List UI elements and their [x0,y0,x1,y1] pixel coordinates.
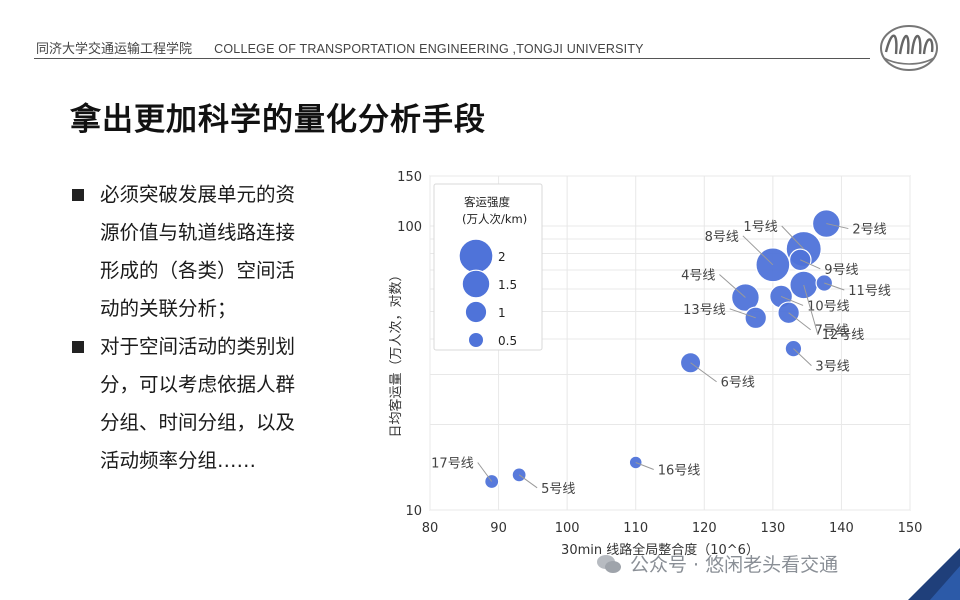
bullet-line: 必须突破发展单元的资 [100,183,296,206]
y-tick-label: 150 [397,170,422,185]
point-label: 17号线 [431,456,474,471]
data-point [815,274,834,292]
x-tick-label: 110 [623,521,648,536]
point-label: 6号线 [721,376,755,391]
bullet-item-1: 必须突破发展单元的资 源价值与轨道线路连接 形成的（各类）空间活 动的关联分析； [70,176,370,328]
header-school-cn: 同济大学交通运输工程学院 [36,42,193,57]
wechat-icon [597,555,621,573]
legend-title: (万人次/km) [462,212,527,226]
x-tick-label: 120 [692,521,717,536]
data-point [511,467,527,483]
leader-line [477,462,493,482]
point-label: 3号线 [815,360,849,375]
y-tick-label: 10 [405,504,422,519]
leader-line [780,295,804,306]
point-label: 8号线 [705,230,739,245]
bullet-square-icon [72,341,84,353]
bullet-square-icon [72,189,84,201]
point-label: 1号线 [743,220,777,235]
data-point [744,306,768,330]
bullet-line: 动的关联分析； [100,297,237,320]
x-tick-label: 130 [760,521,785,536]
leader-line [635,462,654,470]
legend-bubble [464,300,488,324]
leader-line [800,259,821,270]
bullet-line: 对于空间活动的类别划 [100,335,296,358]
x-tick-label: 140 [829,521,854,536]
bullet-item-2: 对于空间活动的类别划 分，可以考虑依据人群 分组、时间分组，以及 活动频率分组…… [70,328,370,480]
leader-line [793,348,812,366]
legend-label: 1 [498,306,506,320]
bullet-line: 分，可以考虑依据人群 [100,373,296,396]
university-logo-icon [880,25,938,71]
legend-title: 客运强度 [464,195,510,209]
bullet-list: 必须突破发展单元的资 源价值与轨道线路连接 形成的（各类）空间活 动的关联分析；… [70,176,370,480]
bullet-line: 源价值与轨道线路连接 [100,221,296,244]
point-label: 9号线 [824,263,858,278]
header: 同济大学交通运输工程学院 COLLEGE OF TRANSPORTATION E… [36,38,644,57]
bubble-chart: 80 90 100 110 120 130 140 150 10 100 150 30min 线路全局… [388,170,923,558]
y-tick-label: 100 [397,220,422,235]
data-point [484,473,500,490]
x-tick-label: 80 [422,521,439,536]
data-point [731,283,760,312]
legend-label: 0.5 [498,334,517,348]
point-label: 7号线 [815,324,849,339]
page-title: 拿出更加科学的量化分析手段 [70,102,486,138]
header-divider [34,58,870,59]
legend-label: 2 [498,250,506,264]
watermark-text: 公众号 · 悠闲老头看交通 [630,554,839,576]
leader-line [729,308,756,319]
x-tick-label: 100 [555,521,580,536]
leader-line [826,223,849,230]
legend-label: 1.5 [498,278,517,292]
leader-line [781,225,805,250]
bullet-line: 活动频率分组…… [100,449,257,472]
corner-decoration [908,548,960,600]
point-label: 16号线 [658,463,701,478]
point-label: 5号线 [541,482,575,497]
point-label: 13号线 [683,303,726,318]
leader-line [788,312,811,331]
legend-bubble [458,238,494,274]
leader-line [824,282,845,291]
point-label: 11号线 [848,284,891,299]
leader-line [742,235,774,266]
leader-line [518,474,538,489]
legend-bubble [467,331,485,349]
point-label: 10号线 [807,299,850,314]
legend-bubble [461,269,491,299]
bullet-line: 形成的（各类）空间活 [100,259,296,282]
x-axis-label: 30min 线路全局整合度（10^6） [561,542,759,558]
leader-line [690,362,717,383]
leader-line [719,274,746,298]
x-tick-label: 150 [898,521,923,536]
point-label: 12号线 [822,328,865,343]
y-axis-label: 日均客运量（万人次，对数） [388,268,404,437]
point-label: 2号线 [852,223,886,238]
x-tick-label: 90 [490,521,507,536]
leader-line [803,284,819,335]
point-label: 4号线 [681,269,715,284]
data-point [777,301,800,325]
header-school-en: COLLEGE OF TRANSPORTATION ENGINEERING ,T… [214,42,644,56]
bullet-line: 分组、时间分组，以及 [100,411,296,434]
